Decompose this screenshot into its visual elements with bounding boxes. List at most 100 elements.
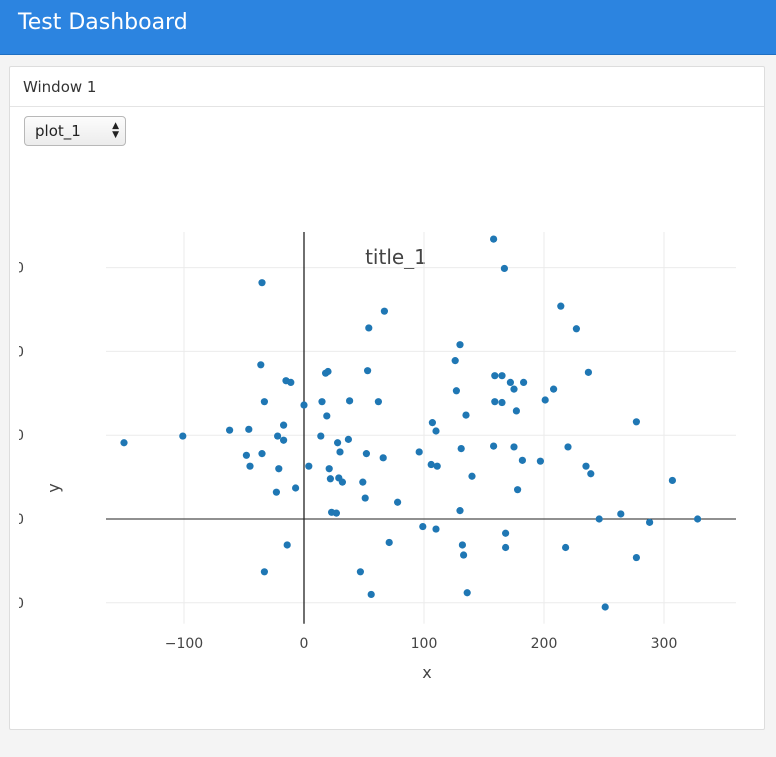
panel-header: Window 1 [10, 67, 764, 107]
scatter-point [490, 235, 498, 243]
x-tick-label: −100 [165, 636, 203, 652]
scatter-point [287, 378, 295, 387]
scatter-point [520, 378, 528, 387]
scatter-point [359, 478, 367, 486]
panel-title: Window 1 [23, 78, 97, 96]
scatter-point [490, 442, 498, 450]
scatter-point [272, 488, 280, 496]
scatter-point [632, 418, 641, 426]
scatter-point [362, 450, 370, 458]
scatter-point [364, 367, 372, 375]
scatter-point [367, 590, 375, 599]
y-tick-label: 200 [19, 344, 24, 360]
scatter-point [332, 509, 340, 517]
y-tick-label: 0 [19, 512, 24, 528]
x-tick-label: 0 [300, 636, 309, 652]
scatter-point [460, 551, 468, 559]
scatter-point [468, 472, 476, 480]
scatter-point [317, 432, 325, 440]
scatter-point [336, 448, 344, 456]
plot-select-value: plot_1 [35, 122, 81, 140]
chart-ticks: −100 0 100 200 300 −100 0 100 200 300 [19, 261, 677, 652]
scatter-point [283, 541, 291, 549]
scatter-point [257, 361, 265, 369]
scatter-point [557, 302, 565, 310]
y-tick-label: 300 [19, 261, 24, 277]
scatter-point [280, 421, 288, 429]
scatter-point [280, 436, 288, 444]
scatter-point [245, 425, 253, 433]
scatter-point [617, 510, 625, 518]
scatter-point [344, 435, 352, 443]
scatter-point [502, 543, 510, 552]
x-axis-label: x [422, 663, 431, 682]
scatter-point [346, 397, 354, 405]
updown-arrows-icon: ▲ ▼ [112, 121, 119, 140]
scatter-point [463, 589, 471, 597]
scatter-point [433, 462, 441, 470]
scatter-point [246, 462, 254, 470]
scatter-point [361, 494, 369, 502]
scatter-point [514, 486, 522, 494]
scatter-point [510, 443, 518, 451]
scatter-point [500, 264, 508, 273]
scatter-point [452, 387, 460, 395]
y-tick-label: −100 [19, 596, 24, 612]
scatter-point [419, 522, 427, 531]
scatter-point [274, 432, 282, 440]
scatter-point [457, 445, 465, 453]
chart-title: title_1 [365, 245, 427, 269]
plot-select[interactable]: plot_1 ▲ ▼ [24, 116, 126, 146]
scatter-point [541, 396, 549, 404]
scatter-point [498, 372, 506, 380]
chart-points [120, 235, 702, 611]
scatter-point [305, 462, 313, 470]
scatter-point [325, 465, 333, 473]
scatter-point [491, 398, 499, 406]
scatter-point [456, 507, 464, 515]
scatter-point [428, 419, 436, 427]
scatter-point [498, 398, 506, 407]
scatter-point [587, 470, 595, 478]
scatter-point [536, 457, 545, 465]
scatter-point [334, 439, 342, 447]
window-panel: Window 1 plot_1 ▲ ▼ title_1 −100 0 100 200 30… [9, 66, 765, 730]
scatter-point [275, 465, 283, 473]
scatter-point [323, 412, 331, 420]
scatter-point [456, 341, 464, 349]
y-axis-label: y [44, 483, 63, 492]
scatter-point [356, 568, 364, 576]
scatter-point [572, 325, 581, 333]
scatter-point [668, 476, 677, 485]
scatter-point [601, 603, 609, 611]
scatter-point [694, 515, 702, 523]
scatter-point [415, 448, 423, 456]
scatter-point [380, 307, 388, 315]
scatter-point [374, 398, 382, 406]
chart-grid [106, 232, 736, 624]
scatter-point [518, 456, 526, 464]
scatter-point [365, 324, 373, 332]
scatter-point [502, 529, 510, 537]
scatter-point [394, 498, 402, 506]
scatter-point [324, 367, 332, 376]
scatter-point [226, 426, 234, 434]
scatter-point [179, 432, 187, 440]
scatter-point [512, 407, 520, 415]
scatter-point [462, 411, 470, 419]
scatter-chart[interactable]: title_1 −100 0 100 200 300 −100 0 100 200 300 x y [19, 232, 754, 712]
chart-axes [106, 232, 736, 624]
scatter-point [646, 518, 654, 526]
scatter-point [260, 398, 268, 406]
scatter-point [562, 543, 570, 552]
y-tick-label: 100 [19, 428, 24, 444]
scatter-point [632, 553, 641, 562]
scatter-point [510, 385, 518, 393]
top-navbar: Test Dashboard [0, 0, 776, 55]
scatter-point [432, 525, 440, 533]
scatter-point [385, 538, 393, 547]
scatter-point [258, 279, 266, 287]
scatter-point [564, 443, 572, 451]
scatter-point [242, 451, 250, 459]
scatter-point [318, 398, 326, 406]
